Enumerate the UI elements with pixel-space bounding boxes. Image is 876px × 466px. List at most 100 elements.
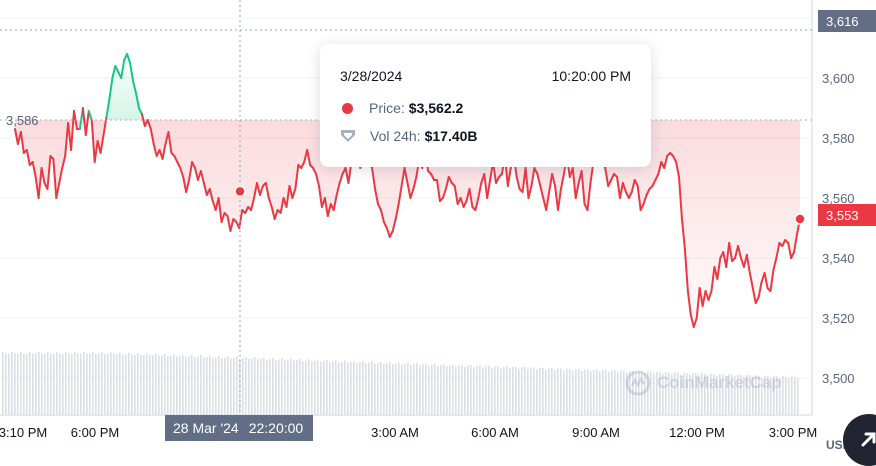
price-line-segment: [285, 185, 291, 208]
volume-bar: [647, 371, 649, 415]
volume-bar: [776, 376, 778, 415]
price-line-segment: [725, 242, 731, 268]
price-line-segment: [409, 188, 415, 199]
volume-bar: [434, 363, 436, 415]
price-line-segment: [55, 182, 61, 199]
price-line-segment: [267, 197, 273, 208]
price-line-segment: [763, 272, 769, 289]
volume-bar: [77, 353, 79, 415]
volume-bar: [617, 372, 619, 415]
price-line-segment: [258, 185, 264, 196]
volume-bars: [2, 351, 799, 415]
volume-bar: [38, 351, 40, 415]
price-line-segment: [40, 167, 46, 184]
price-line-segment: [586, 182, 592, 211]
volume-bar: [50, 353, 52, 415]
price-line-segment: [754, 296, 760, 304]
price-line-segment: [645, 188, 651, 196]
volume-bar: [5, 353, 7, 415]
volume-bar: [584, 369, 586, 415]
price-line-segment: [710, 266, 716, 292]
x-tick-label: 3:00 AM: [371, 425, 419, 440]
price-line-segment: [627, 191, 633, 199]
price-line-segment: [639, 203, 645, 211]
volume-bar: [704, 373, 706, 415]
price-line-segment: [527, 185, 533, 199]
price-line-segment: [70, 110, 76, 151]
price-line-segment: [64, 122, 70, 157]
price-line-segment: [536, 173, 542, 187]
x-tick-label: 3:00 PM: [769, 425, 817, 440]
tooltip-volume-label: Vol 24h:: [370, 128, 421, 144]
price-line-segment: [52, 158, 58, 199]
volume-bar: [230, 358, 232, 415]
price-line-segment: [152, 143, 158, 157]
volume-bar: [443, 364, 445, 415]
volume-bar: [671, 374, 673, 415]
volume-bar: [425, 363, 427, 415]
y-tick-label: 3,540: [822, 251, 855, 266]
hover-point[interactable]: [234, 185, 246, 198]
volume-bar: [785, 376, 787, 415]
price-line-segment: [397, 185, 403, 205]
price-line-segment: [191, 161, 197, 169]
price-line-segment: [672, 155, 678, 163]
price-line-segment: [701, 290, 707, 307]
x-tick-label: 6:00 PM: [71, 425, 119, 440]
y-tick-label: 3,560: [822, 191, 855, 206]
volume-bar: [248, 359, 250, 415]
price-line-segment: [400, 167, 406, 187]
volume-bar: [506, 366, 508, 415]
volume-bar: [35, 353, 37, 415]
volume-bar: [449, 365, 451, 415]
volume-bar: [569, 368, 571, 415]
volume-bar: [473, 367, 475, 415]
price-line-segment: [486, 179, 492, 199]
volume-bar: [161, 355, 163, 415]
volume-bar: [311, 361, 313, 415]
volume-bar: [560, 368, 562, 415]
volume-bar: [107, 353, 109, 415]
volume-bar: [182, 354, 184, 415]
price-line-segment: [772, 257, 778, 271]
price-line-segment: [447, 176, 453, 184]
price-line-segment: [642, 194, 648, 205]
volume-bar: [113, 354, 115, 415]
volume-bar: [140, 355, 142, 415]
volume-bar: [593, 369, 595, 415]
price-line-segment: [37, 167, 43, 199]
price-line-segment: [291, 188, 297, 199]
volume-bar: [200, 355, 202, 415]
cursor-time-label: 22:20:00: [248, 420, 304, 436]
price-line-segment: [781, 239, 787, 247]
x-tick-label: 3:10 PM: [0, 425, 47, 440]
volume-bar: [398, 362, 400, 415]
volume-bar: [596, 369, 598, 415]
price-line-segment: [188, 161, 194, 181]
tooltip-price-value: $3,562.2: [408, 100, 464, 116]
price-line-segment: [179, 167, 185, 178]
volume-bar: [542, 367, 544, 415]
price-line-segment: [194, 167, 199, 181]
volume-bar: [620, 370, 622, 415]
price-chart[interactable]: 3,586 3,5003,5203,5403,5603,5803,6003,62…: [0, 0, 876, 456]
price-line-segment: [695, 287, 701, 319]
volume-bar: [761, 377, 763, 415]
volume-bar: [203, 357, 205, 415]
below-baseline-area: [15, 120, 800, 327]
volume-bar: [53, 353, 55, 415]
price-line-segment: [338, 173, 344, 184]
volume-bar: [314, 360, 316, 415]
volume-bar: [236, 356, 238, 415]
volume-bar: [764, 375, 766, 415]
volume-bar: [536, 369, 538, 415]
price-line-segment: [444, 176, 450, 190]
volume-bar: [167, 356, 169, 415]
volume-bar: [323, 360, 325, 415]
price-line-segment: [495, 176, 500, 184]
price-line-segment: [441, 188, 447, 199]
volume-bar: [566, 368, 568, 415]
volume-bar: [344, 360, 346, 415]
volume-bar: [479, 365, 481, 415]
price-line-segment: [173, 155, 179, 163]
